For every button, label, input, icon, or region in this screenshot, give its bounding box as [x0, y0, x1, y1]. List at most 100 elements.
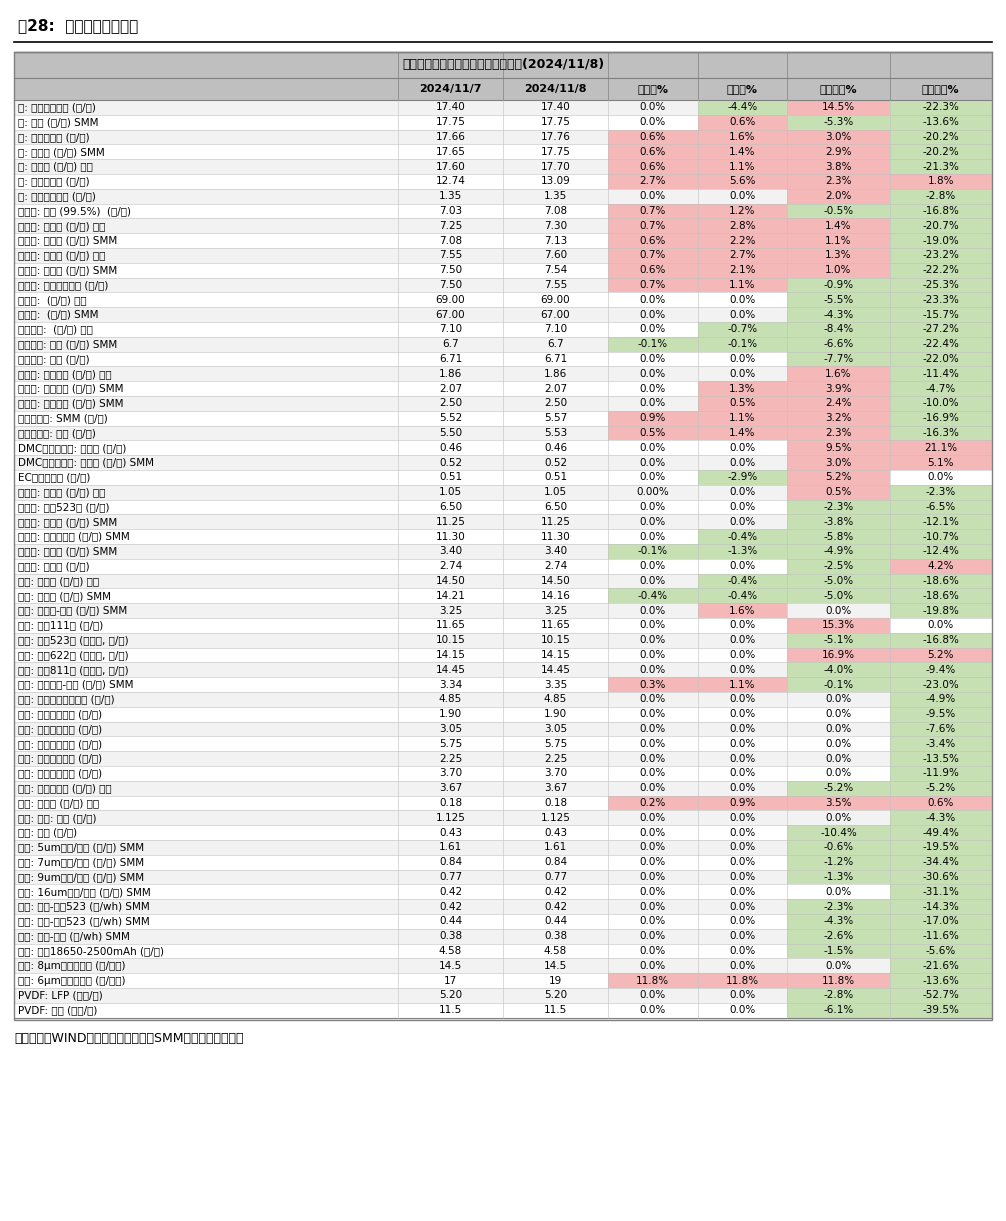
Bar [608, 825, 697, 840]
Text: -11.6%: -11.6% [923, 932, 960, 941]
Text: 0.6%: 0.6% [640, 265, 666, 275]
Bar [503, 78, 608, 100]
Bar [787, 441, 889, 455]
Text: 1.8%: 1.8% [928, 176, 954, 187]
Bar [787, 1002, 889, 1017]
Bar [14, 277, 398, 292]
Bar [697, 929, 787, 944]
Text: 0.46: 0.46 [439, 443, 462, 453]
Bar [503, 410, 608, 426]
Text: 0.0%: 0.0% [640, 695, 666, 705]
Bar [608, 189, 697, 204]
Bar [398, 973, 503, 988]
Text: 正极: 锰酸锂-动力 (万/吨) SMM: 正极: 锰酸锂-动力 (万/吨) SMM [18, 606, 127, 615]
Text: 7.55: 7.55 [544, 280, 567, 291]
Text: 0.18: 0.18 [439, 799, 462, 808]
Text: 六氟磷酸锂: 百川 (万/吨): 六氟磷酸锂: 百川 (万/吨) [18, 429, 96, 438]
Text: 隔膜: 16um干法/国产 (元/平) SMM: 隔膜: 16um干法/国产 (元/平) SMM [18, 886, 151, 896]
Text: 隔膜: 9um湿法/国产 (元/平) SMM: 隔膜: 9um湿法/国产 (元/平) SMM [18, 872, 144, 882]
Text: -18.6%: -18.6% [923, 591, 960, 601]
Text: PVDF: LFP (万元/吨): PVDF: LFP (万元/吨) [18, 990, 103, 1000]
Text: 21.1%: 21.1% [925, 443, 958, 453]
Bar [889, 574, 992, 589]
Bar [697, 322, 787, 337]
Text: 0.0%: 0.0% [825, 724, 851, 734]
Bar [608, 499, 697, 514]
Bar [503, 973, 608, 988]
Text: 11.25: 11.25 [436, 516, 466, 526]
Bar [14, 678, 398, 692]
Bar [889, 277, 992, 292]
Text: 1.86: 1.86 [544, 369, 567, 379]
Bar [697, 988, 787, 1002]
Bar [697, 574, 787, 589]
Bar [697, 159, 787, 175]
Text: 0.0%: 0.0% [729, 946, 756, 956]
Bar [398, 678, 503, 692]
Bar [608, 100, 697, 115]
Text: 0.43: 0.43 [439, 828, 462, 838]
Text: 【东吴电新】锂电材料价格每日涨跌(2024/11/8): 【东吴电新】锂电材料价格每日涨跌(2024/11/8) [402, 59, 604, 72]
Bar [608, 929, 697, 944]
Text: 0.0%: 0.0% [729, 961, 756, 971]
Bar [503, 988, 608, 1002]
Bar [889, 204, 992, 219]
Bar [14, 189, 398, 204]
Text: 隔膜: 干法 (元/平): 隔膜: 干法 (元/平) [18, 828, 77, 838]
Text: 1.1%: 1.1% [729, 280, 756, 291]
Bar [787, 707, 889, 722]
Bar [697, 766, 787, 780]
Bar [608, 381, 697, 396]
Text: -23.2%: -23.2% [923, 250, 960, 260]
Text: 1.4%: 1.4% [825, 221, 852, 231]
Text: 5.75: 5.75 [439, 739, 462, 748]
Text: 0.7%: 0.7% [640, 206, 666, 216]
Text: 3.25: 3.25 [544, 606, 567, 615]
Text: 0.18: 0.18 [544, 799, 567, 808]
Bar [608, 115, 697, 129]
Text: 0.0%: 0.0% [729, 664, 756, 675]
Bar [608, 219, 697, 233]
Text: 0.00%: 0.00% [637, 487, 669, 497]
Text: 0.0%: 0.0% [640, 650, 666, 661]
Text: 19: 19 [549, 976, 562, 985]
Bar [787, 692, 889, 707]
Bar [398, 603, 503, 618]
Text: -5.0%: -5.0% [823, 576, 853, 586]
Text: -22.2%: -22.2% [923, 265, 960, 275]
Bar [503, 751, 608, 766]
Bar [697, 337, 787, 352]
Bar [697, 780, 787, 796]
Text: -4.3%: -4.3% [926, 813, 956, 823]
Text: DMC碳酸二甲酯: 工业级 (万/吨): DMC碳酸二甲酯: 工业级 (万/吨) [18, 443, 127, 453]
Bar [787, 722, 889, 736]
Bar [398, 455, 503, 470]
Text: 3.2%: 3.2% [825, 413, 852, 424]
Text: 0.0%: 0.0% [640, 709, 666, 719]
Bar [787, 944, 889, 958]
Bar [889, 603, 992, 618]
Bar [398, 958, 503, 973]
Bar [697, 973, 787, 988]
Bar [503, 707, 608, 722]
Text: -4.0%: -4.0% [823, 664, 853, 675]
Bar [889, 115, 992, 129]
Text: 0.0%: 0.0% [640, 606, 666, 615]
Bar [14, 499, 398, 514]
Text: 6.71: 6.71 [439, 354, 462, 364]
Text: 0.0%: 0.0% [729, 842, 756, 852]
Text: 0.0%: 0.0% [729, 990, 756, 1000]
Text: 0.6%: 0.6% [640, 161, 666, 172]
Bar [889, 1002, 992, 1017]
Text: 1.35: 1.35 [544, 192, 567, 201]
Bar [14, 944, 398, 958]
Bar [787, 115, 889, 129]
Bar [608, 722, 697, 736]
Text: 0.0%: 0.0% [640, 192, 666, 201]
Text: 0.0%: 0.0% [729, 695, 756, 705]
Bar [14, 129, 398, 144]
Text: 17.40: 17.40 [436, 103, 466, 112]
Bar [14, 884, 398, 899]
Bar [503, 736, 608, 751]
Text: 17.75: 17.75 [540, 147, 570, 156]
